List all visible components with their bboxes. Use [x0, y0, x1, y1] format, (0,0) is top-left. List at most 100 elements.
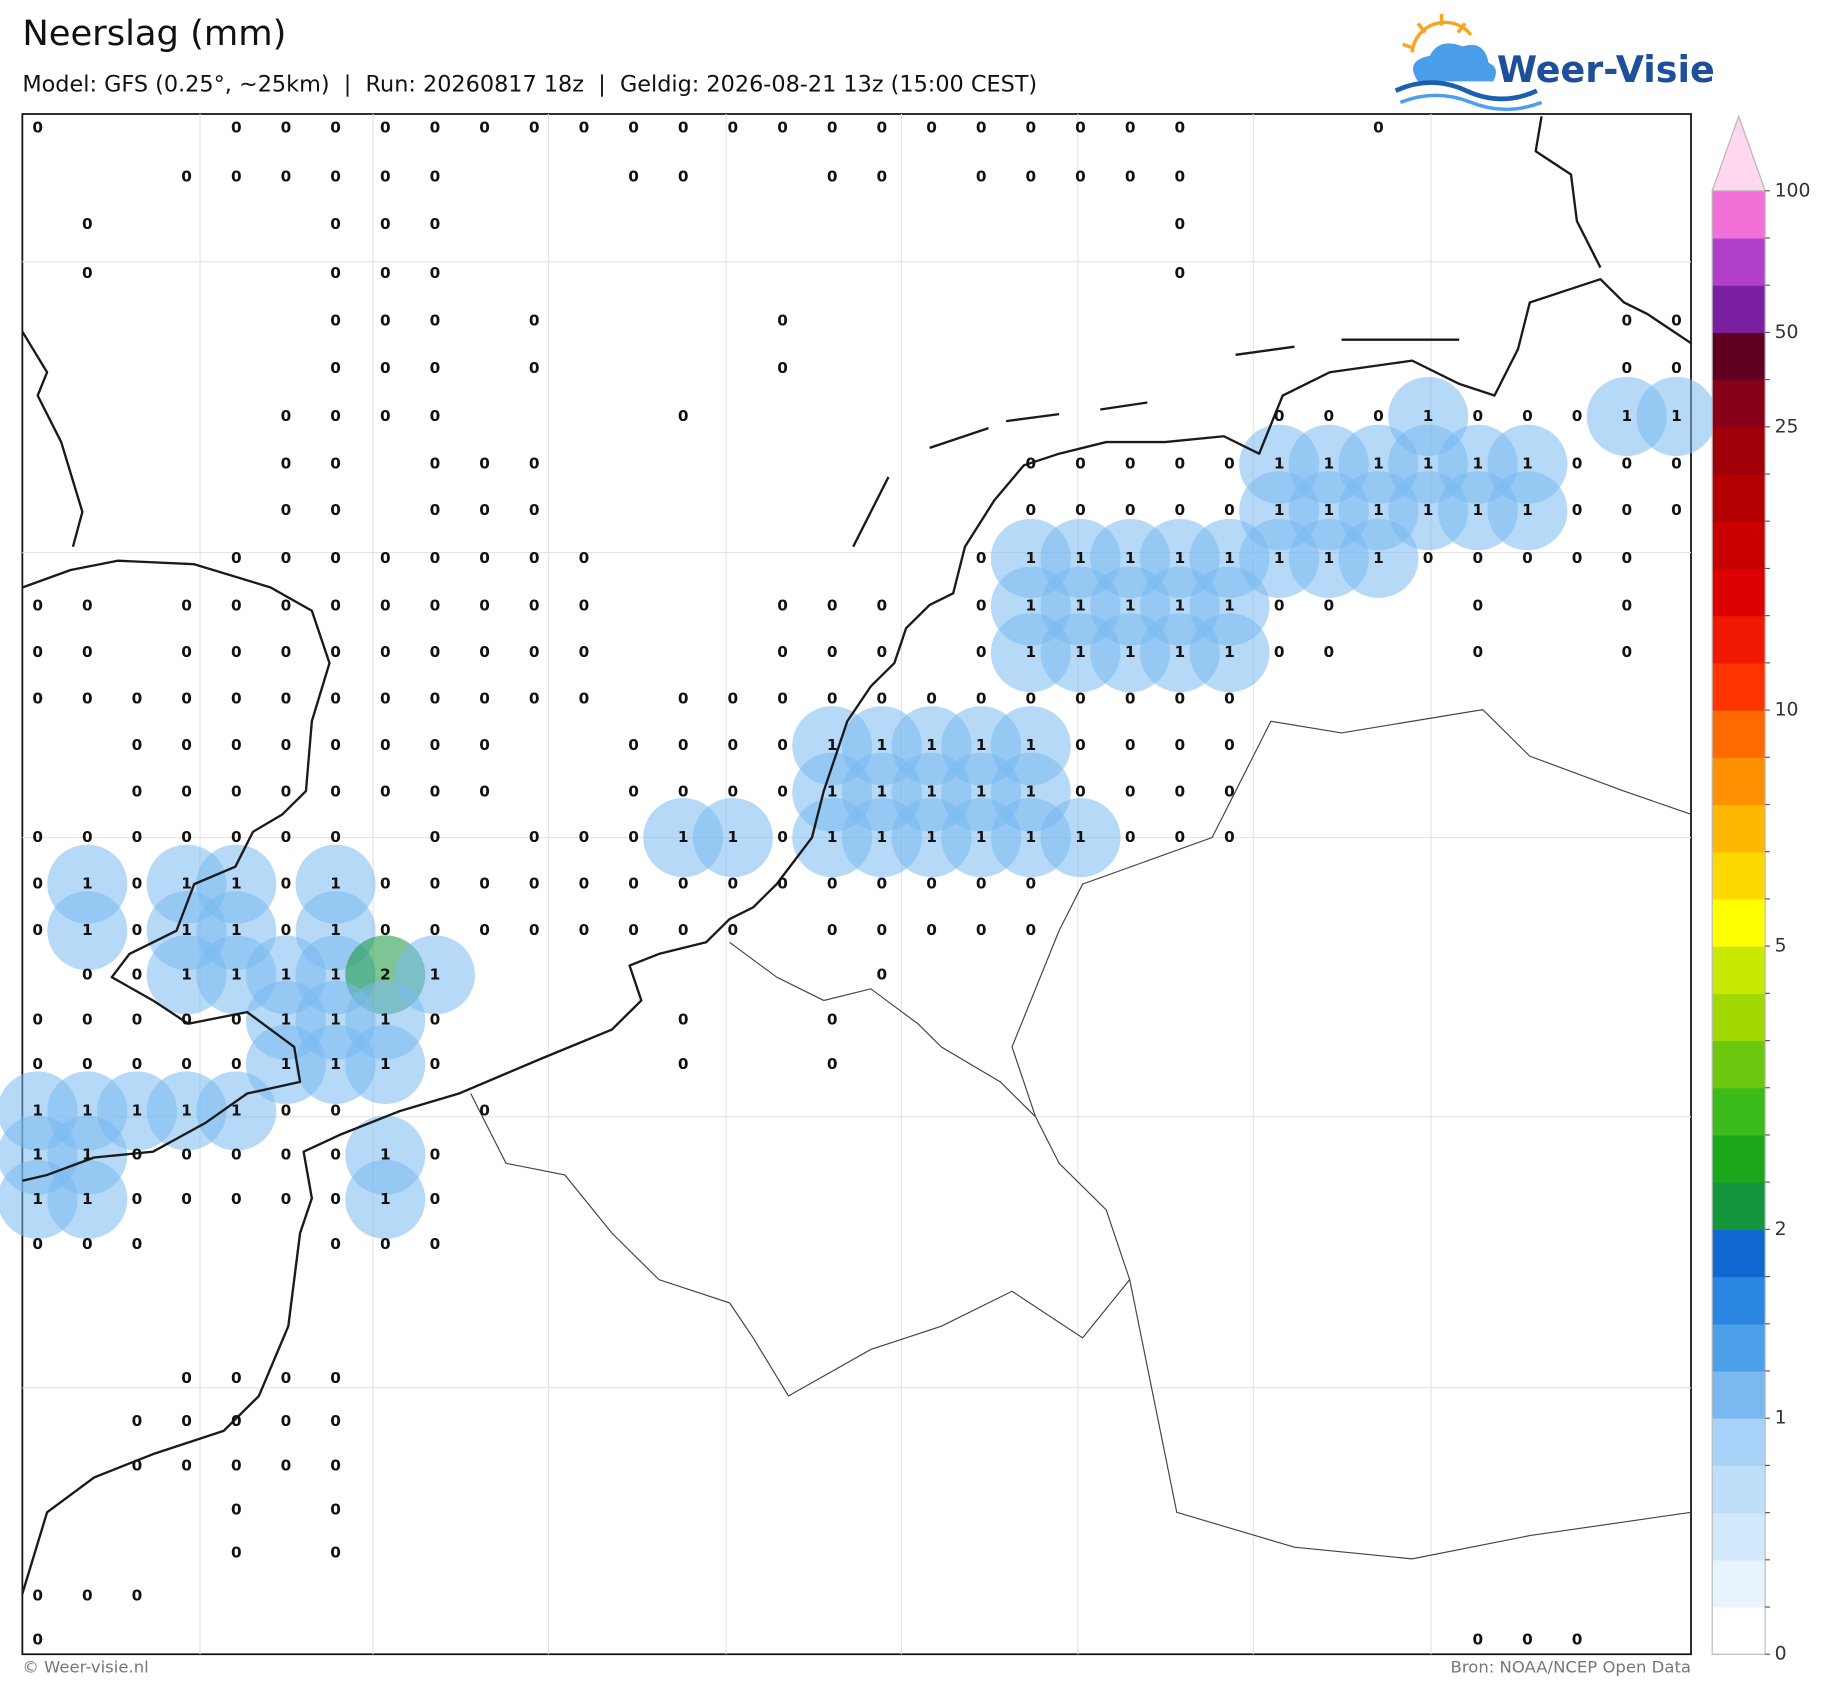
value-label: 0: [877, 643, 888, 661]
value-label: 0: [1125, 828, 1136, 846]
value-label: 0: [1125, 455, 1136, 473]
value-label: 0: [777, 597, 788, 615]
value-label: 0: [281, 875, 292, 893]
value-label: 0: [777, 643, 788, 661]
value-label: 0: [430, 828, 441, 846]
value-label: 0: [1472, 597, 1483, 615]
value-label: 0: [380, 119, 391, 137]
value-label: 0: [1274, 407, 1285, 425]
value-label: 0: [1175, 736, 1186, 754]
value-label: 0: [1175, 501, 1186, 519]
value-label: 0: [1224, 690, 1235, 708]
precip-cell: [1338, 518, 1419, 598]
value-label: 0: [777, 119, 788, 137]
value-label: 0: [1671, 455, 1682, 473]
value-label: 0: [777, 875, 788, 893]
value-label: 0: [181, 167, 192, 185]
value-label: 1: [1175, 643, 1186, 661]
value-label: 0: [1572, 407, 1583, 425]
value-label: 1: [330, 921, 341, 939]
value-label: 0: [926, 875, 937, 893]
value-label: 1: [330, 1011, 341, 1029]
value-label: 0: [1075, 167, 1086, 185]
value-label: 0: [678, 736, 689, 754]
value-label: 1: [32, 1102, 43, 1120]
value-label: 0: [181, 736, 192, 754]
value-label: 0: [32, 921, 43, 939]
value-label: 0: [1224, 783, 1235, 801]
value-labels: 0 0 0 0 0 0 0 0 0 0 0 0 0 0 0 0 0 0 0 0 0 0 0 0 0 0 0 0 0 0 0 0 0 0 0 0 0 0 0 0…: [32, 119, 1681, 1649]
value-label: 1: [181, 875, 192, 893]
value-label: 0: [330, 1235, 341, 1253]
value-label: 1: [281, 1055, 292, 1073]
value-label: 0: [132, 921, 143, 939]
value-label: 0: [281, 921, 292, 939]
value-label: 0: [1274, 597, 1285, 615]
value-label: 1: [181, 965, 192, 983]
value-label: 0: [728, 783, 739, 801]
value-label: 0: [976, 597, 987, 615]
value-label: 0: [678, 167, 689, 185]
colorbar-segment: [1712, 993, 1766, 1042]
value-label: 0: [82, 643, 93, 661]
value-label: 0: [281, 736, 292, 754]
value-label: 1: [1522, 501, 1533, 519]
value-label: 0: [529, 455, 540, 473]
logo-text: Weer-Visie: [1497, 48, 1715, 91]
value-label: 0: [231, 643, 242, 661]
value-label: 1: [1423, 501, 1434, 519]
value-label: 0: [1125, 690, 1136, 708]
value-label: 0: [132, 1146, 143, 1164]
value-label: 0: [181, 1369, 192, 1387]
value-label: 0: [479, 690, 490, 708]
value-label: 0: [1671, 359, 1682, 377]
value-label: 0: [678, 921, 689, 939]
value-label: 0: [330, 359, 341, 377]
value-label: 0: [330, 643, 341, 661]
value-label: 0: [430, 736, 441, 754]
colorbar-segment: [1712, 710, 1766, 758]
value-label: 0: [430, 359, 441, 377]
value-label: 0: [181, 1412, 192, 1430]
value-label: 1: [380, 1146, 391, 1164]
value-label: 0: [529, 501, 540, 519]
value-label: 0: [827, 1055, 838, 1073]
value-label: 0: [181, 783, 192, 801]
subtitle: Model: GFS (0.25°, ~25km) | Run: 2026081…: [22, 72, 1037, 98]
value-label: 0: [479, 549, 490, 567]
title: Neerslag (mm): [22, 13, 286, 54]
colorbar-segment: [1712, 804, 1766, 853]
value-label: 0: [529, 597, 540, 615]
value-label: 0: [281, 828, 292, 846]
value-label: 0: [330, 1146, 341, 1164]
value-label: 0: [330, 1544, 341, 1562]
value-label: 0: [281, 690, 292, 708]
value-label: 0: [430, 875, 441, 893]
value-label: 0: [281, 1146, 292, 1164]
value-label: 1: [877, 828, 888, 846]
value-label: 0: [380, 643, 391, 661]
value-label: 1: [1026, 597, 1037, 615]
value-label: 0: [1026, 501, 1037, 519]
value-label: 1: [976, 736, 987, 754]
value-label: 0: [132, 1235, 143, 1253]
value-label: 0: [330, 215, 341, 233]
value-label: 0: [579, 828, 590, 846]
value-label: 1: [926, 783, 937, 801]
value-label: 0: [1075, 501, 1086, 519]
value-label: 0: [877, 167, 888, 185]
value-label: 0: [380, 359, 391, 377]
value-label: 0: [281, 597, 292, 615]
value-label: 1: [1373, 455, 1384, 473]
value-label: 0: [579, 597, 590, 615]
value-label: 0: [728, 921, 739, 939]
value-label: 0: [430, 215, 441, 233]
value-label: 0: [132, 1587, 143, 1605]
value-label: 0: [380, 264, 391, 282]
value-label: 0: [430, 921, 441, 939]
value-label: 0: [678, 119, 689, 137]
value-label: 0: [628, 921, 639, 939]
value-label: 0: [1075, 783, 1086, 801]
value-label: 0: [430, 783, 441, 801]
source: Bron: NOAA/NCEP Open Data: [1451, 1658, 1691, 1677]
